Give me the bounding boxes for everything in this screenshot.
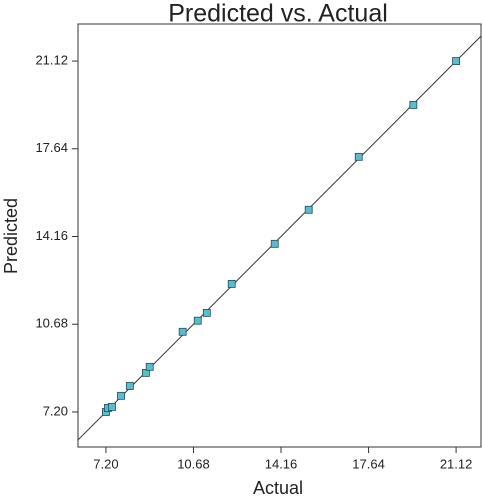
point: [178, 327, 187, 336]
y-axis-label: Predicted: [1, 198, 21, 274]
y-tick-label: 21.12: [35, 52, 68, 67]
point: [145, 362, 154, 371]
point: [117, 391, 125, 400]
y-tick-label: 7.20: [43, 403, 68, 418]
y-tick-label: 14.16: [35, 228, 68, 243]
x-tick-label: 17.64: [352, 456, 385, 471]
x-tick-label: 10.68: [177, 456, 210, 471]
y-tick-label: 10.68: [35, 316, 68, 331]
point: [202, 308, 211, 317]
x-tick-label: 14.16: [265, 456, 298, 471]
point: [354, 152, 363, 161]
reference-line: [77, 35, 482, 441]
point: [193, 316, 202, 325]
plot-frame: [77, 23, 482, 448]
x-axis-label: Actual: [253, 478, 303, 498]
x-tick-label: 21.12: [440, 456, 473, 471]
x-tick-label: 7.20: [93, 456, 118, 471]
y-tick-label: 17.64: [35, 140, 68, 155]
point: [409, 101, 418, 109]
point: [452, 57, 460, 65]
point: [304, 205, 313, 214]
point: [227, 280, 236, 288]
point: [270, 239, 279, 248]
point: [108, 403, 116, 411]
point: [125, 382, 134, 390]
chart-title: Predicted vs. Actual: [168, 0, 388, 28]
